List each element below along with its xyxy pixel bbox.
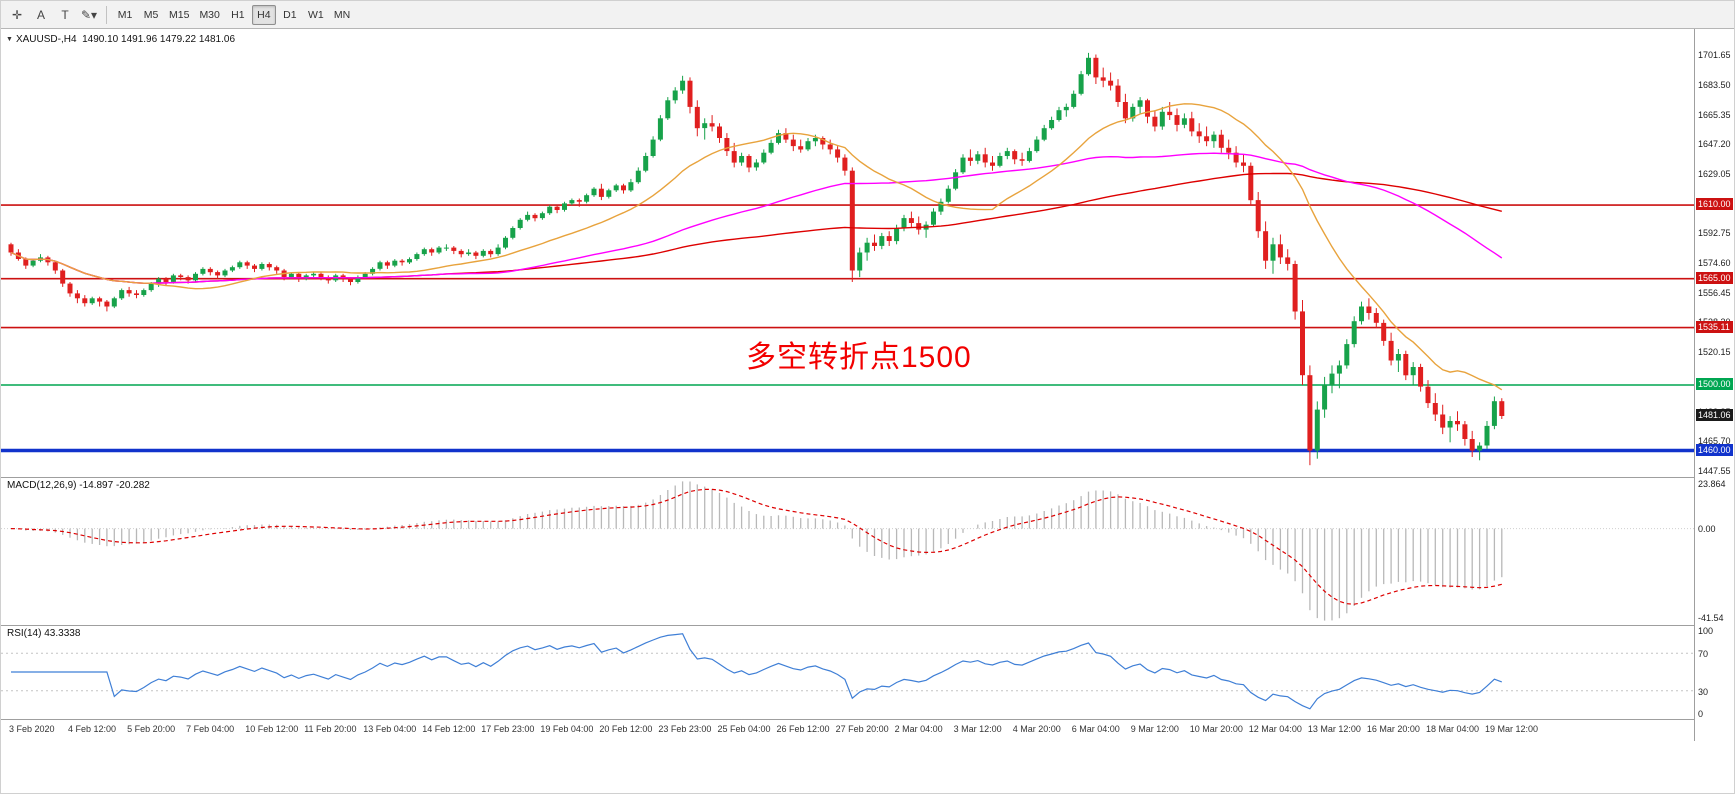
timeframe-h4-button[interactable]: H4 — [251, 4, 276, 25]
macd-name: MACD(12,26,9) — [7, 480, 77, 491]
toolbar: ✛ A T ✎▾ M1 M5 M15 M30 H1 H4 D1 W1 MN — [1, 1, 1734, 29]
macd-axis-label: 23.864 — [1698, 479, 1726, 489]
price-axis-label: 1574.60 — [1698, 258, 1731, 268]
date-label: 26 Feb 12:00 — [776, 724, 830, 734]
draw-tool-button[interactable]: ✎▾ — [80, 7, 98, 22]
date-label: 11 Feb 20:00 — [304, 724, 357, 734]
date-label: 9 Mar 12:00 — [1130, 724, 1179, 734]
date-label: 18 Mar 04:00 — [1426, 724, 1480, 734]
date-label: 20 Feb 12:00 — [599, 724, 653, 734]
price-axis-label: 1629.05 — [1698, 168, 1731, 179]
date-label: 19 Mar 12:00 — [1485, 724, 1539, 734]
text-t-tool-button[interactable]: T — [61, 7, 69, 22]
timeframe-h1-button[interactable]: H1 — [231, 8, 245, 21]
candlestick-chart[interactable] — [1, 29, 1696, 477]
date-label: 14 Feb 12:00 — [422, 724, 476, 734]
rsi-axis-label: 100 — [1698, 626, 1714, 636]
price-axis-label: 1701.65 — [1698, 50, 1731, 61]
rsi-name: RSI(14) — [7, 628, 42, 639]
price-axis-label: 1447.55 — [1698, 465, 1731, 476]
timeframe-buttons-group: M1 M5 M15 M30 H1 H4 D1 W1 MN — [112, 4, 355, 25]
rsi-pane: RSI(14) 43.3338 — [1, 625, 1696, 719]
pane-divider[interactable] — [1, 477, 1734, 478]
date-label: 17 Feb 23:00 — [481, 724, 535, 734]
macd-label: MACD(12,26,9) -14.897 -20.282 — [7, 480, 150, 491]
ohlc-values: 1490.10 1491.96 1479.22 1481.06 — [82, 34, 236, 45]
price-axis-label: 1592.75 — [1698, 228, 1731, 239]
chart-dropdown-icon: ▼ — [6, 35, 13, 43]
date-axis[interactable]: 3 Feb 2020 4 Feb 12:00 5 Feb 20:00 7 Feb 04… — [1, 719, 1696, 741]
chart-bottom-divider — [1, 719, 1734, 720]
rsi-axis-label: 0 — [1698, 709, 1704, 719]
level-price-tag: 1610.00 — [1696, 198, 1733, 211]
macd-pane: MACD(12,26,9) -14.897 -20.282 — [1, 477, 1696, 625]
date-label: 4 Mar 20:00 — [1012, 724, 1061, 734]
date-label: 5 Feb 20:00 — [127, 724, 176, 734]
level-price-tag: 1535.11 — [1696, 320, 1733, 333]
macd-values: -14.897 -20.282 — [79, 480, 150, 491]
price-axis-label: 1647.20 — [1698, 139, 1731, 150]
rsi-axis-label: 70 — [1698, 649, 1709, 660]
date-label: 27 Feb 20:00 — [835, 724, 889, 734]
price-axis-label: 1520.15 — [1698, 347, 1731, 358]
price-axis-label: 1665.35 — [1698, 109, 1731, 120]
level-price-tag: 1565.00 — [1696, 271, 1733, 284]
timeframe-m30-button[interactable]: M30 — [199, 8, 220, 21]
date-label: 16 Mar 20:00 — [1366, 724, 1420, 734]
chart-header: ▼ XAUUSD-,H4 1490.10 1491.96 1479.22 1481… — [6, 34, 235, 45]
date-label: 7 Feb 04:00 — [186, 724, 235, 734]
level-price-tag: 1460.00 — [1696, 443, 1733, 456]
price-axis-label: 1465.70 — [1698, 436, 1731, 447]
rsi-value: 43.3338 — [44, 628, 81, 639]
timeframe-mn-button[interactable]: MN — [333, 8, 351, 21]
date-label: 23 Feb 23:00 — [658, 724, 712, 734]
macd-indicator-chart[interactable] — [1, 477, 1696, 625]
price-axis-label: 1556.45 — [1698, 287, 1731, 298]
drawing-tools-group: ✛ A T ✎▾ — [5, 4, 101, 26]
date-label: 10 Mar 20:00 — [1189, 724, 1243, 734]
date-label: 12 Mar 04:00 — [1248, 724, 1302, 734]
date-label: 13 Mar 12:00 — [1307, 724, 1361, 734]
level-price-tag: 1500.00 — [1696, 378, 1733, 390]
timeframe-m15-button[interactable]: M15 — [169, 8, 190, 21]
pane-divider[interactable] — [1, 625, 1734, 626]
date-label: 6 Mar 04:00 — [1071, 724, 1120, 734]
rsi-indicator-chart[interactable] — [1, 625, 1696, 719]
date-label: 19 Feb 04:00 — [540, 724, 594, 734]
date-label: 10 Feb 12:00 — [245, 724, 299, 734]
timeframe-d1-button[interactable]: D1 — [283, 8, 297, 21]
date-label: 2 Mar 04:00 — [894, 724, 943, 734]
date-label: 25 Feb 04:00 — [717, 724, 771, 734]
macd-axis-label: -41.54 — [1698, 613, 1724, 623]
rsi-label: RSI(14) 43.3338 — [7, 628, 80, 639]
chart-text-annotation: 多空转折点1500 — [746, 341, 972, 374]
timeframe-m1-button[interactable]: M1 — [117, 8, 133, 21]
current-price-tag: 1481.06 — [1696, 409, 1733, 421]
date-label: 3 Feb 2020 — [9, 724, 55, 734]
symbol-timeframe-label: XAUUSD-,H4 — [15, 34, 77, 45]
text-a-tool-button[interactable]: A — [36, 7, 45, 22]
date-label: 3 Mar 12:00 — [953, 724, 1002, 734]
timeframe-m5-button[interactable]: M5 — [143, 8, 159, 21]
price-axis[interactable]: 1701.65 1683.50 1665.35 1647.20 1629.05 1610.… — [1694, 29, 1734, 741]
toolbar-separator — [106, 5, 107, 24]
price-axis-label: 1683.50 — [1698, 79, 1731, 90]
date-label: 13 Feb 04:00 — [363, 724, 417, 734]
cursor-tool-button[interactable]: ✛ — [11, 7, 23, 22]
timeframe-w1-button[interactable]: W1 — [308, 8, 324, 21]
macd-axis-label: 0.00 — [1698, 523, 1716, 534]
main-chart-pane: ▼ XAUUSD-,H4 1490.10 1491.96 1479.22 1481… — [1, 29, 1696, 477]
date-label: 4 Feb 12:00 — [68, 724, 117, 734]
rsi-axis-label: 30 — [1698, 686, 1709, 697]
